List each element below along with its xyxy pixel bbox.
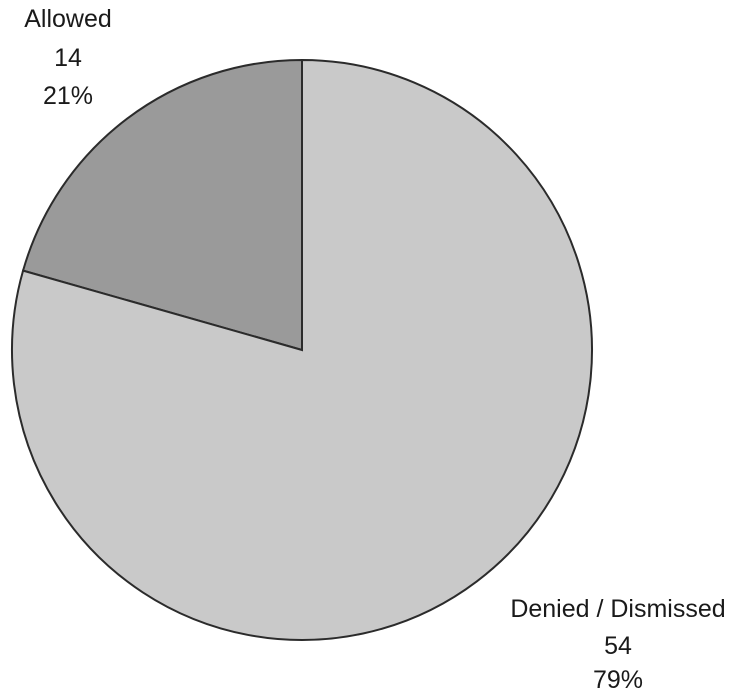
pie-slice-allowed (21, 58, 303, 352)
slice-label-group-allowed: Allowed 14 21% (24, 5, 112, 110)
slice-label-group-denied-dismissed: Denied / Dismissed 54 79% (510, 595, 725, 692)
slice-value-allowed: 14 (54, 44, 82, 72)
slice-label-allowed: Allowed (24, 5, 112, 33)
pie-slice-denied-dismissed (11, 58, 593, 641)
slice-percent-denied-dismissed: 79% (593, 666, 643, 692)
pie-slices (11, 58, 593, 641)
slice-percent-allowed: 21% (43, 82, 93, 110)
slice-label-denied-dismissed: Denied / Dismissed (510, 595, 725, 623)
slice-value-denied-dismissed: 54 (604, 632, 632, 660)
